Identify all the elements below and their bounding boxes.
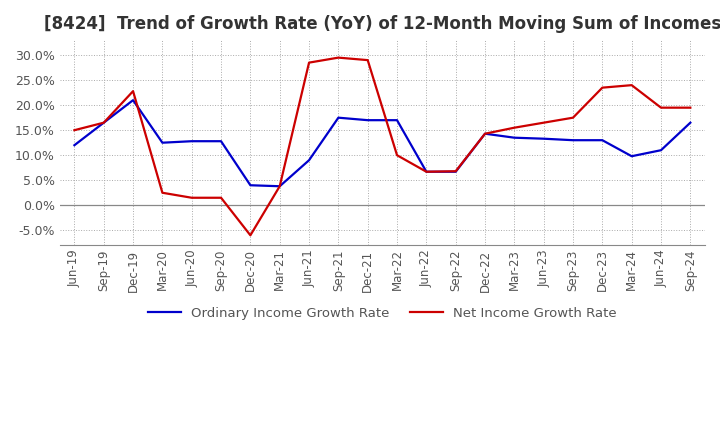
Ordinary Income Growth Rate xyxy=(422,169,431,174)
Net Income Growth Rate xyxy=(334,55,343,60)
Ordinary Income Growth Rate xyxy=(334,115,343,120)
Net Income Growth Rate xyxy=(686,105,695,110)
Ordinary Income Growth Rate xyxy=(275,183,284,189)
Ordinary Income Growth Rate xyxy=(598,138,607,143)
Ordinary Income Growth Rate xyxy=(217,139,225,144)
Net Income Growth Rate xyxy=(364,58,372,63)
Ordinary Income Growth Rate xyxy=(657,147,665,153)
Net Income Growth Rate xyxy=(129,88,138,94)
Ordinary Income Growth Rate xyxy=(627,154,636,159)
Net Income Growth Rate xyxy=(246,233,255,238)
Ordinary Income Growth Rate xyxy=(510,135,518,140)
Net Income Growth Rate xyxy=(187,195,196,200)
Ordinary Income Growth Rate xyxy=(451,169,460,174)
Net Income Growth Rate xyxy=(481,131,490,136)
Ordinary Income Growth Rate xyxy=(539,136,548,141)
Ordinary Income Growth Rate xyxy=(99,120,108,125)
Net Income Growth Rate xyxy=(275,183,284,189)
Ordinary Income Growth Rate xyxy=(305,158,313,163)
Net Income Growth Rate xyxy=(627,83,636,88)
Net Income Growth Rate xyxy=(99,120,108,125)
Net Income Growth Rate xyxy=(70,128,78,133)
Ordinary Income Growth Rate xyxy=(686,120,695,125)
Net Income Growth Rate xyxy=(217,195,225,200)
Ordinary Income Growth Rate xyxy=(70,143,78,148)
Ordinary Income Growth Rate xyxy=(481,131,490,136)
Net Income Growth Rate xyxy=(510,125,518,130)
Ordinary Income Growth Rate xyxy=(158,140,167,145)
Line: Ordinary Income Growth Rate: Ordinary Income Growth Rate xyxy=(74,100,690,186)
Net Income Growth Rate xyxy=(657,105,665,110)
Net Income Growth Rate xyxy=(451,169,460,174)
Ordinary Income Growth Rate xyxy=(129,98,138,103)
Net Income Growth Rate xyxy=(392,153,401,158)
Net Income Growth Rate xyxy=(158,190,167,195)
Line: Net Income Growth Rate: Net Income Growth Rate xyxy=(74,58,690,235)
Net Income Growth Rate xyxy=(569,115,577,120)
Net Income Growth Rate xyxy=(539,120,548,125)
Legend: Ordinary Income Growth Rate, Net Income Growth Rate: Ordinary Income Growth Rate, Net Income … xyxy=(143,301,622,325)
Net Income Growth Rate xyxy=(305,60,313,65)
Ordinary Income Growth Rate xyxy=(392,117,401,123)
Ordinary Income Growth Rate xyxy=(569,138,577,143)
Ordinary Income Growth Rate xyxy=(187,139,196,144)
Title: [8424]  Trend of Growth Rate (YoY) of 12-Month Moving Sum of Incomes: [8424] Trend of Growth Rate (YoY) of 12-… xyxy=(44,15,720,33)
Net Income Growth Rate xyxy=(422,169,431,174)
Net Income Growth Rate xyxy=(598,85,607,90)
Ordinary Income Growth Rate xyxy=(246,183,255,188)
Ordinary Income Growth Rate xyxy=(364,117,372,123)
